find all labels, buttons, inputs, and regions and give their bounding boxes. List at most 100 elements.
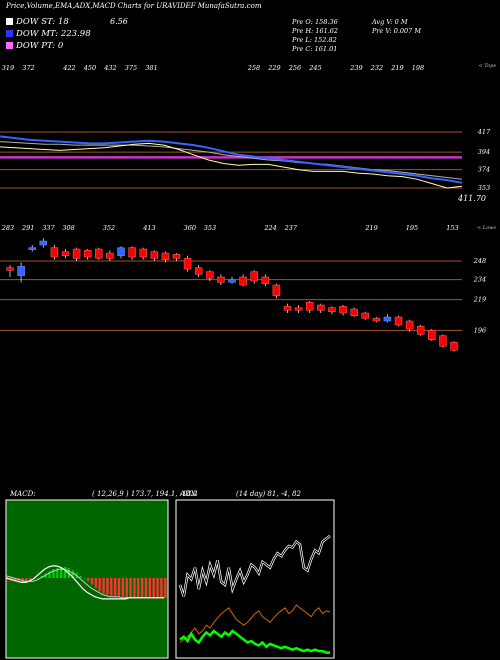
candle-body xyxy=(217,276,225,283)
macd-hist-bar xyxy=(94,578,98,588)
candle-body xyxy=(350,308,358,316)
candle-body xyxy=(161,252,170,260)
low-number: 219 xyxy=(364,224,377,232)
candle-body xyxy=(372,318,381,322)
macd-hist-bar xyxy=(114,578,117,596)
lows-label: < Lows xyxy=(477,225,496,231)
macd-hist-bar xyxy=(133,578,136,598)
macd-hist-bar xyxy=(25,578,28,582)
low-number: 195 xyxy=(406,224,418,232)
macd-hist-bar xyxy=(164,578,167,598)
low-number: 291 xyxy=(21,224,34,232)
dow-st-swatch xyxy=(6,18,13,25)
dow-pt-indicator: DOW PT: 0 xyxy=(6,41,63,51)
low-number: 413 xyxy=(142,224,155,232)
macd-hist-bar xyxy=(144,578,148,598)
candle-body xyxy=(6,267,14,271)
dow-mt-label: DOW MT: 223.98 xyxy=(16,29,91,39)
macd-hist-bar xyxy=(137,578,140,598)
candle-body xyxy=(317,304,325,311)
macd-hist-bar xyxy=(160,578,163,598)
top-number: 232 xyxy=(370,64,383,72)
candle-body xyxy=(416,326,425,335)
tops-label: < Tops xyxy=(478,63,496,69)
candle-body xyxy=(228,279,236,283)
macd-hist-bar xyxy=(13,578,17,582)
adx-di-plus-line xyxy=(179,629,330,654)
candle-body xyxy=(117,247,125,256)
candle-body xyxy=(172,254,181,259)
candle-axis-label: 219 xyxy=(473,296,486,304)
candle-body xyxy=(250,271,258,282)
top-number: 422 xyxy=(62,64,75,72)
candle-body xyxy=(61,251,70,256)
macd-hist-bar xyxy=(87,578,90,582)
candle-body xyxy=(17,266,25,276)
macd-hist-bar xyxy=(141,578,144,598)
candle-body xyxy=(128,247,136,258)
candle-body xyxy=(272,284,281,296)
candle-body xyxy=(194,267,203,275)
price-line xyxy=(0,142,463,189)
low-number: 352 xyxy=(103,224,115,232)
top-number: 319 xyxy=(2,64,14,72)
pre-low: Pre L: 152.82 xyxy=(292,36,337,44)
macd-hist-bar xyxy=(44,573,47,578)
low-number: 360 xyxy=(184,224,196,232)
candle-body xyxy=(95,248,103,259)
macd-hist-bar xyxy=(106,578,109,595)
candle-body xyxy=(394,316,403,326)
low-number: 237 xyxy=(284,224,298,232)
macd-hist-bar xyxy=(148,578,152,598)
candle-body xyxy=(150,251,159,259)
dow-pt-label: DOW PT: 0 xyxy=(16,41,64,51)
candle-body xyxy=(339,306,347,314)
macd-hist-bar xyxy=(52,569,55,578)
top-number: 239 xyxy=(349,64,362,72)
ema-axis-label: 353 xyxy=(478,184,490,192)
macd-hist-bar xyxy=(125,578,128,598)
ema-axis-label: 417 xyxy=(477,128,491,136)
candle-body xyxy=(361,312,369,319)
macd-hist-bar xyxy=(17,578,20,583)
low-number: 153 xyxy=(446,224,458,232)
avg-volume: Avg V: 0 M xyxy=(372,18,408,26)
candle-body xyxy=(183,258,192,270)
adx-line-inner xyxy=(179,535,331,597)
candle-body xyxy=(106,252,114,259)
candle-body xyxy=(428,330,436,340)
candle-body xyxy=(405,320,414,330)
candle-body xyxy=(450,342,458,351)
ema-fast-line xyxy=(0,135,463,184)
top-number: 256 xyxy=(288,64,301,72)
macd-line xyxy=(5,565,165,600)
top-value: 6.56 xyxy=(110,17,128,26)
macd-hist-bar xyxy=(83,578,86,579)
adx-params: (14 day) 81, -4, 82 xyxy=(236,490,302,498)
macd-label: MACD: xyxy=(9,490,36,498)
top-number: 229 xyxy=(267,64,280,72)
candle-body xyxy=(39,240,48,246)
low-number: 308 xyxy=(62,224,74,232)
top-number: 381 xyxy=(145,64,157,72)
current-price-label: 411.70 xyxy=(457,194,486,203)
top-number: 375 xyxy=(125,64,137,72)
candle-body xyxy=(50,247,59,258)
macd-hist-bar xyxy=(60,567,63,578)
candle-axis-label: 234 xyxy=(473,276,486,284)
candle-body xyxy=(28,247,36,250)
candle-body xyxy=(439,335,447,347)
macd-hist-bar xyxy=(48,571,51,578)
macd-hist-bar xyxy=(152,578,155,598)
ema-slow-line xyxy=(0,141,463,180)
candle-axis-label: 196 xyxy=(474,326,486,334)
candle-body xyxy=(283,306,292,311)
candle-body xyxy=(239,276,247,286)
macd-hist-bar xyxy=(71,570,74,578)
ema-axis-label: 374 xyxy=(478,166,490,174)
candle-body xyxy=(139,248,147,258)
macd-hist-bar xyxy=(6,578,9,581)
candle-body xyxy=(328,307,336,312)
macd-hist-bar xyxy=(63,567,67,578)
